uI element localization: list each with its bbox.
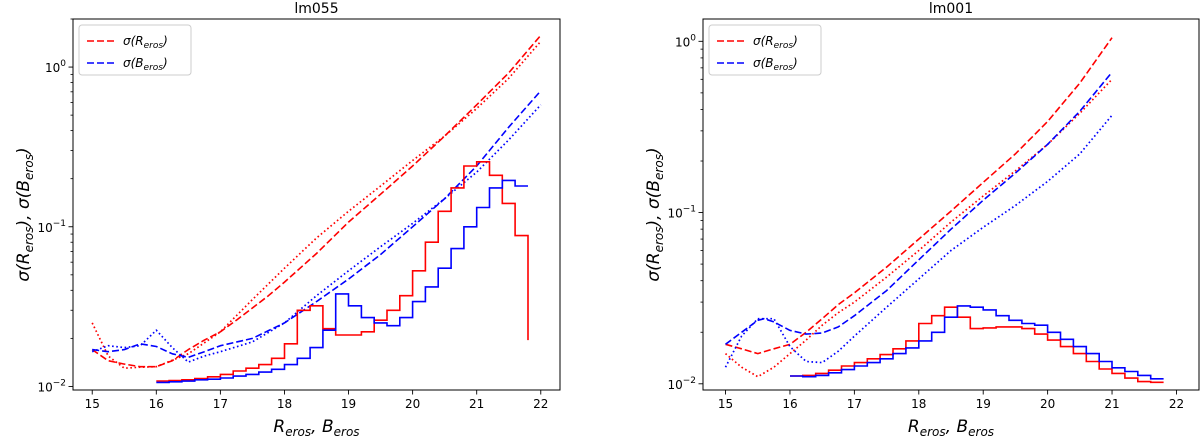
y-tick-label: 10−2 — [667, 376, 696, 392]
x-axis-label: Reros, Beros — [908, 417, 994, 437]
series-line-2 — [725, 71, 1113, 345]
y-tick-label: 100 — [675, 33, 696, 49]
x-tick-label: 17 — [847, 397, 862, 411]
axes-frame — [702, 18, 1200, 391]
x-tick-label: 19 — [341, 397, 356, 411]
series-line-0 — [725, 37, 1113, 355]
series-line-3 — [91, 104, 542, 363]
x-tick-label: 19 — [976, 397, 991, 411]
y-tick-label: 100 — [45, 59, 66, 75]
x-tick-label: 22 — [533, 397, 548, 411]
y-axis-label: σ(Reros), σ(Beros) — [14, 147, 36, 281]
legend-entry: σ(Reros) — [753, 34, 798, 51]
x-tick-label: 16 — [149, 397, 164, 411]
plot-area — [724, 37, 1164, 384]
legend-entry: σ(Beros) — [753, 56, 798, 73]
x-tick-label: 20 — [1040, 397, 1055, 411]
x-tick-label: 22 — [1169, 397, 1184, 411]
x-tick-label: 21 — [1104, 397, 1119, 411]
y-tick-label: 10−1 — [37, 219, 66, 235]
x-tick-label: 20 — [405, 397, 420, 411]
x-tick-label: 17 — [213, 397, 228, 411]
x-axis-label: Reros, Beros — [273, 417, 359, 437]
axes-frame — [72, 18, 561, 391]
x-tick-label: 15 — [85, 397, 100, 411]
x-tick-label: 15 — [718, 397, 733, 411]
histogram-step-0 — [156, 161, 529, 382]
histogram-step-0 — [790, 306, 1164, 384]
legend-entry: σ(Beros) — [123, 56, 168, 73]
legend-entry: σ(Reros) — [123, 34, 168, 51]
histogram-step-1 — [790, 305, 1164, 380]
y-tick-label: 10−2 — [37, 378, 66, 394]
series-line-0 — [91, 34, 542, 368]
histogram-step-1 — [156, 179, 528, 384]
series-line-3 — [724, 114, 1113, 368]
x-tick-label: 16 — [782, 397, 797, 411]
series-line-2 — [92, 90, 542, 359]
x-tick-label: 18 — [911, 397, 926, 411]
x-tick-label: 18 — [277, 397, 292, 411]
series-line-1 — [91, 40, 542, 370]
chart-title: lm001 — [929, 1, 973, 17]
y-axis-label: σ(Reros), σ(Beros) — [644, 147, 666, 281]
x-tick-label: 21 — [469, 397, 484, 411]
plot-area — [91, 34, 542, 384]
panel-lm055: lm055 10−2 10−1 100 15 16 17 18 19 20 21 22 σ(Reros)… — [14, 1, 561, 437]
y-tick-label: 10−1 — [667, 205, 696, 221]
panel-lm001: lm001 10−2 10−1 100 15 16 17 18 19 20 21 22 σ(Reros)… — [644, 1, 1200, 437]
chart-title: lm055 — [294, 1, 338, 17]
